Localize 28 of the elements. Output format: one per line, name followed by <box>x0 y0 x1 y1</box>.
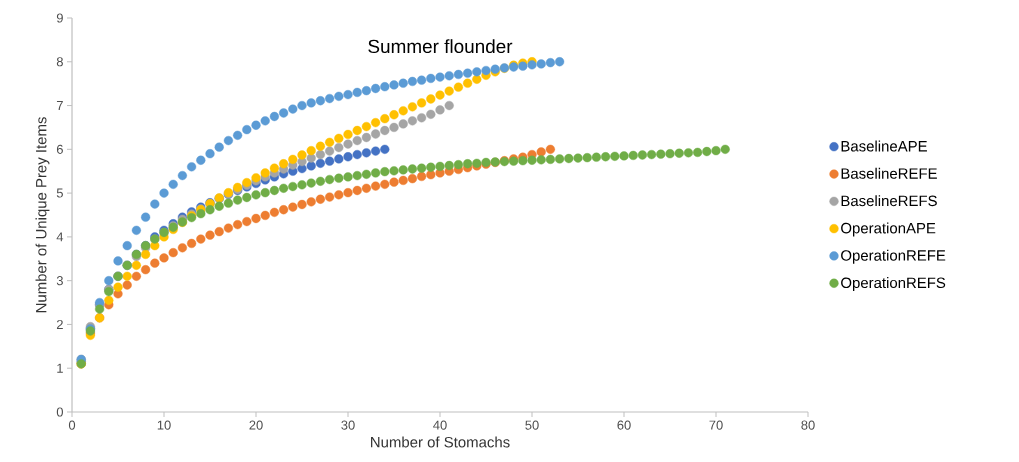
y-tick-label: 3 <box>56 276 63 286</box>
x-tick-label: 60 <box>617 420 631 430</box>
legend-label: BaselineAPE <box>841 140 927 152</box>
text: Summer flounder <box>368 39 513 54</box>
y-tick-label: 0 <box>56 407 63 417</box>
x-tick-label: 50 <box>525 420 539 430</box>
x-tick-label: 30 <box>341 420 355 430</box>
legend-label: BaselineREFS <box>841 195 937 207</box>
y-tick-label: 9 <box>56 13 63 23</box>
x-tick-label: 0 <box>68 420 76 430</box>
x-tick-label: 20 <box>249 420 263 430</box>
y-tick-label: 6 <box>56 144 63 154</box>
y-tick-label: 8 <box>56 57 63 67</box>
y-tick-label: 2 <box>56 319 63 329</box>
x-tick-label: 70 <box>709 420 723 430</box>
legend-label: OperationREFE <box>841 249 946 264</box>
x-tick-label: 80 <box>801 420 815 430</box>
y-tick-label: 1 <box>57 363 63 373</box>
legend-label: OperationAPE <box>841 222 936 237</box>
x-axis-title: Number of Stomachs <box>371 436 510 448</box>
y-axis-title: Number of Unique Prey Items <box>35 117 50 313</box>
x-tick-label: 40 <box>433 420 447 430</box>
legend-label: OperationREFS <box>841 277 946 292</box>
y-tick-label: 5 <box>56 188 63 198</box>
y-tick-label: 4 <box>56 232 64 242</box>
legend-label: BaselineREFE <box>841 167 937 179</box>
x-tick-label: 10 <box>157 420 171 430</box>
y-tick-label: 7 <box>56 101 63 110</box>
